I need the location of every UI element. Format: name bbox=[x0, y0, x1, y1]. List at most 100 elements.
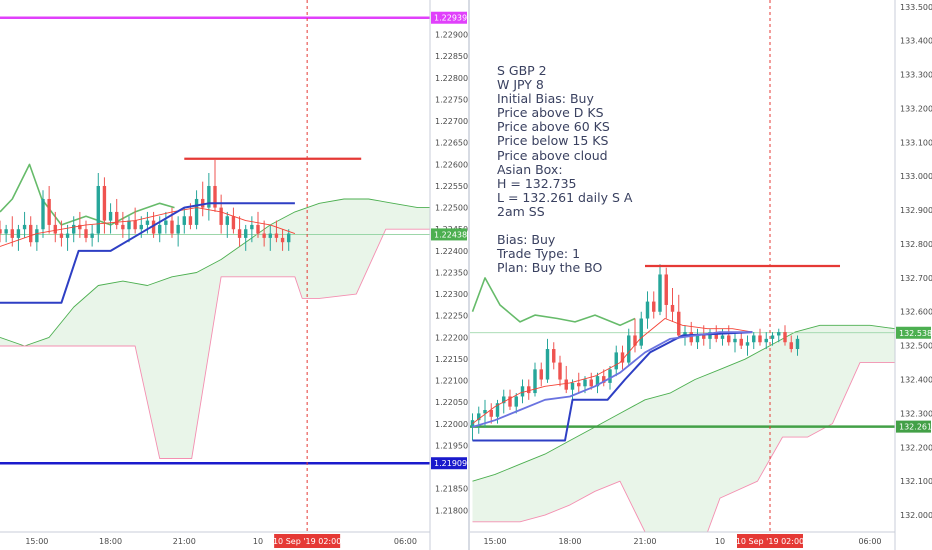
candle bbox=[237, 216, 242, 247]
candle-body bbox=[777, 332, 781, 336]
candle bbox=[777, 328, 781, 343]
candle-body bbox=[658, 274, 662, 312]
y-tick-label: 1.22750 bbox=[435, 95, 468, 104]
candle-body bbox=[182, 216, 186, 225]
y-tick-label: 133.500 bbox=[900, 3, 932, 12]
date-tag-bg bbox=[737, 534, 803, 548]
candle-body bbox=[213, 185, 217, 208]
plot-area bbox=[470, 0, 895, 532]
candle bbox=[627, 328, 631, 366]
price-tag-bg bbox=[431, 228, 467, 241]
y-tick-label: 1.22600 bbox=[435, 160, 468, 169]
y-tick-label: 133.300 bbox=[900, 71, 932, 80]
candle bbox=[508, 389, 512, 411]
level-tag-label: 132.261 bbox=[899, 423, 932, 432]
y-tick-label: 133.200 bbox=[900, 104, 932, 113]
candle-body bbox=[65, 233, 70, 238]
date-tag-bg bbox=[274, 534, 341, 548]
candle bbox=[35, 224, 39, 251]
candle bbox=[539, 362, 543, 387]
candle bbox=[16, 224, 21, 251]
candle-body bbox=[262, 233, 266, 238]
senkou-span-a bbox=[0, 198, 430, 347]
candle bbox=[795, 335, 800, 356]
candle-body bbox=[477, 413, 481, 421]
candle-body bbox=[664, 274, 668, 305]
candle bbox=[84, 220, 88, 243]
candle bbox=[207, 173, 211, 221]
candle-body bbox=[53, 224, 57, 234]
candle-body bbox=[689, 332, 693, 343]
candle-body bbox=[652, 301, 656, 312]
candle bbox=[176, 216, 180, 247]
candle bbox=[10, 216, 14, 247]
price-tag-label: 1.22438 bbox=[434, 230, 467, 239]
note-line: Price above D KS bbox=[497, 105, 604, 121]
x-tick-label: 06:00 bbox=[394, 537, 417, 546]
candle-body bbox=[695, 335, 700, 343]
candle-body bbox=[489, 410, 493, 417]
candle-body bbox=[633, 335, 637, 346]
y-tick-label: 1.22150 bbox=[435, 355, 468, 364]
candle-body bbox=[139, 224, 143, 230]
candle bbox=[477, 406, 481, 434]
candle-body bbox=[789, 342, 793, 350]
candle-body bbox=[539, 369, 543, 380]
candle bbox=[664, 267, 668, 319]
candle-body bbox=[170, 220, 174, 234]
candle-body bbox=[201, 198, 205, 208]
level-tag-bg bbox=[431, 11, 467, 24]
candle bbox=[280, 229, 285, 251]
candle-body bbox=[720, 335, 725, 339]
y-tick-label: 132.400 bbox=[900, 376, 932, 385]
candle-body bbox=[127, 220, 131, 230]
candle-body bbox=[16, 229, 21, 238]
candle bbox=[268, 224, 272, 251]
y-tick-label: 1.21850 bbox=[435, 485, 468, 494]
candle bbox=[274, 220, 279, 243]
x-tick-label: 15:00 bbox=[25, 537, 48, 546]
candle-body bbox=[639, 318, 643, 346]
candle bbox=[188, 203, 193, 230]
candle-body bbox=[250, 224, 254, 230]
y-tick-label: 132.500 bbox=[900, 342, 932, 351]
candle bbox=[4, 224, 8, 243]
candle bbox=[570, 379, 575, 400]
candle bbox=[78, 211, 82, 238]
candle bbox=[645, 291, 650, 329]
candle bbox=[558, 355, 562, 387]
candle bbox=[764, 332, 768, 350]
candle bbox=[552, 342, 556, 370]
candle bbox=[633, 318, 637, 353]
candle-body bbox=[745, 342, 750, 346]
candle bbox=[620, 345, 625, 370]
candle-body bbox=[645, 301, 650, 319]
note-line: 2am SS bbox=[497, 203, 545, 219]
candle bbox=[595, 372, 600, 394]
senkou-span-a bbox=[472, 324, 895, 482]
x-tick-label: 18:00 bbox=[558, 537, 581, 546]
candle bbox=[115, 198, 119, 230]
candle bbox=[244, 224, 248, 251]
y-tick-label: 132.100 bbox=[900, 477, 932, 486]
candle-body bbox=[702, 335, 706, 339]
chikou-span bbox=[471, 277, 636, 327]
candle-body bbox=[274, 233, 279, 238]
candle-body bbox=[4, 229, 8, 234]
candle bbox=[589, 372, 593, 390]
candle bbox=[127, 216, 131, 243]
candle bbox=[658, 264, 662, 316]
candle-body bbox=[268, 233, 272, 238]
candle-body bbox=[508, 396, 512, 407]
candle-body bbox=[752, 335, 756, 343]
note-line: L = 132.261 daily S A bbox=[497, 189, 633, 205]
candle-body bbox=[764, 338, 768, 343]
candle bbox=[789, 335, 793, 353]
x-tick-label: 21:00 bbox=[633, 537, 656, 546]
candle-body bbox=[164, 220, 168, 225]
candle bbox=[164, 211, 168, 234]
candle-body bbox=[280, 237, 285, 243]
candle bbox=[745, 335, 750, 356]
candle bbox=[689, 321, 693, 346]
candle bbox=[733, 332, 737, 353]
